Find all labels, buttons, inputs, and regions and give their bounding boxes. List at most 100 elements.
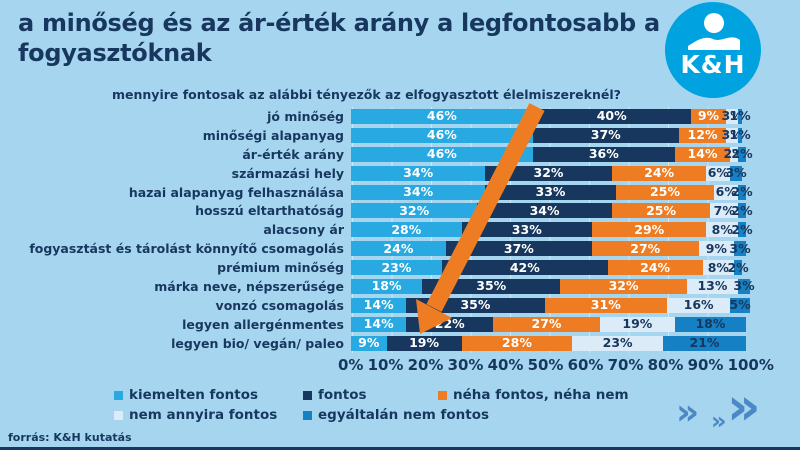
bar-segment-1: 46%	[351, 127, 533, 143]
bar-value-label: 32%	[608, 278, 639, 294]
bar-value-label: 32%	[399, 202, 430, 218]
bar-segment-1: 46%	[351, 146, 533, 162]
bar-value-label: 1%	[729, 108, 751, 124]
bar-segment-1: 14%	[351, 297, 407, 313]
bar-value-label: 36%	[588, 145, 619, 161]
stacked-bar: 34% 33% 25% 6% 2%	[351, 183, 753, 200]
bar-value-label: 28%	[391, 221, 422, 237]
row-label: alacsony ár	[263, 222, 344, 238]
stacked-bar: 14% 22% 27% 19% 18%	[351, 315, 746, 332]
chevron-right-icon: »	[727, 377, 761, 437]
legend-label: néha fontos, néha nem	[453, 387, 629, 403]
bar-value-label: 2%	[731, 145, 753, 161]
chart-rows: jó minőség 46% 40% 9% 3% 1% minőségi alapanyag…	[0, 107, 800, 353]
bar-segment-3: 29%	[591, 221, 707, 238]
row-label: fogyasztást és tárolást könnyítő csomago…	[29, 241, 344, 257]
legend-item: nem annyira fontos	[114, 407, 277, 423]
bar-value-label: 40%	[596, 108, 627, 124]
bar-value-label: 18%	[695, 315, 726, 331]
bar-segment-2: 36%	[532, 145, 675, 162]
bar-value-label: 2%	[731, 202, 753, 218]
bar-value-label: 3%	[721, 108, 743, 124]
bar-segment-3: 31%	[544, 297, 667, 313]
stacked-bar: 18% 35% 32% 13% 3%	[351, 278, 755, 294]
bar-segment-2: 33%	[485, 183, 616, 200]
chart-row: vonzó csomagolás 14% 35% 31% 16% 5%	[0, 296, 800, 315]
chart-row: alacsony ár 28% 33% 29% 8% 2%	[0, 220, 800, 239]
bar-segment-2: 37%	[532, 127, 679, 143]
x-axis-tick: 0%	[338, 356, 364, 374]
bar-value-label: 34%	[403, 164, 434, 180]
chart-row: fogyasztást és tárolást könnyítő csomago…	[0, 239, 800, 258]
row-label: jó minőség	[267, 108, 344, 124]
row-label: minőségi alapanyag	[202, 127, 344, 143]
stacked-bar: 32% 34% 25% 7% 2%	[351, 202, 753, 219]
bar-value-label: 46%	[426, 108, 457, 124]
legend-swatch	[438, 390, 447, 400]
bar-value-label: 46%	[426, 127, 457, 143]
bar-segment-4: 7%	[710, 203, 739, 219]
bar-value-label: 31%	[590, 297, 621, 313]
bar-segment-5: 1%	[729, 108, 751, 124]
bar-value-label: 9%	[697, 108, 720, 124]
x-axis-tick: 30%	[447, 356, 484, 374]
chart-subtitle: mennyire fontosak az alábbi tényezők az …	[112, 87, 621, 102]
bar-value-label: 2%	[731, 221, 753, 237]
bar-segment-2: 35%	[406, 297, 545, 313]
bar-value-label: 22%	[434, 315, 465, 331]
legend-label: kiemelten fontos	[129, 387, 259, 403]
bar-segment-3: 27%	[493, 316, 600, 332]
bar-segment-5: 3%	[729, 241, 751, 257]
bar-value-label: 5%	[729, 297, 751, 313]
legend-label: egyáltalán nem fontos	[318, 407, 490, 423]
row-label: hosszú eltarthatóság	[195, 203, 344, 219]
bar-segment-2: 42%	[441, 260, 608, 276]
bar-value-label: 8%	[711, 221, 733, 237]
legend-swatch	[303, 390, 312, 400]
chart-row: hosszú eltarthatóság 32% 34% 25% 7% 2%	[0, 201, 800, 220]
bar-value-label: 3%	[725, 164, 747, 180]
bar-segment-2: 33%	[461, 222, 592, 238]
bar-segment-4: 3%	[722, 127, 743, 143]
bar-value-label: 35%	[476, 278, 507, 294]
bar-value-label: 19%	[409, 334, 440, 350]
bar-segment-5: 18%	[674, 315, 746, 332]
bar-segment-1: 34%	[351, 164, 486, 181]
bar-value-label: 14%	[363, 297, 394, 313]
bar-segment-5: 2%	[727, 260, 749, 276]
bar-value-label: 28%	[501, 334, 532, 350]
bar-segment-2: 40%	[532, 108, 691, 124]
legend-label: nem annyira fontos	[129, 407, 278, 423]
kh-logo-text: K&H	[680, 50, 746, 79]
bar-value-label: 33%	[535, 183, 566, 199]
x-axis-tick: 60%	[567, 356, 604, 374]
row-label: vonzó csomagolás	[215, 297, 344, 313]
chart-row: prémium minőség 23% 42% 24% 8% 2%	[0, 258, 800, 277]
bar-value-label: 23%	[381, 259, 412, 275]
bar-segment-4: 9%	[698, 241, 735, 257]
bar-segment-5: 3%	[733, 278, 755, 294]
bar-segment-3: 32%	[560, 278, 687, 294]
row-label: hazai alapanyag felhasználása	[128, 184, 344, 200]
bar-value-label: 37%	[590, 127, 621, 143]
bar-value-label: 29%	[634, 221, 665, 237]
legend-item: egyáltalán nem fontos	[303, 407, 489, 423]
bar-segment-5: 5%	[729, 297, 751, 313]
x-axis-tick: 50%	[527, 356, 564, 374]
bar-segment-1: 24%	[351, 241, 446, 257]
legend-item: kiemelten fontos	[114, 387, 258, 403]
bar-segment-1: 32%	[351, 202, 478, 219]
bar-segment-4: 23%	[572, 335, 664, 351]
bar-segment-2: 34%	[477, 203, 612, 219]
bar-segment-4: 16%	[666, 297, 731, 313]
bar-segment-1: 9%	[351, 335, 387, 351]
stacked-bar: 46% 40% 9% 3% 1%	[351, 108, 751, 124]
bar-segment-4: 13%	[686, 278, 739, 294]
bar-value-label: 37%	[503, 240, 534, 256]
stacked-bar: 46% 37% 12% 3% 1%	[351, 127, 751, 143]
bar-segment-4: 8%	[702, 260, 735, 276]
stacked-bar: 23% 42% 24% 8% 2%	[351, 259, 749, 276]
chart-row: legyen allergénmentes 14% 22% 27% 19% 18%	[0, 315, 800, 334]
bar-segment-1: 34%	[351, 184, 486, 200]
